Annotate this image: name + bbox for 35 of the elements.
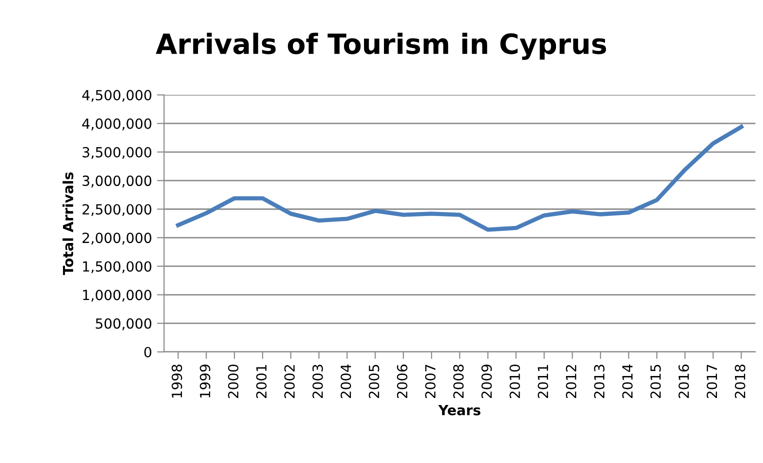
x-tick-label: 2007	[425, 364, 436, 398]
y-axis-title: Total Arrivals	[62, 172, 74, 276]
y-tick-label: 4,000,000	[82, 118, 152, 130]
x-tick-label: 2005	[368, 364, 380, 398]
y-tick-label: 3,500,000	[82, 146, 152, 159]
x-tick-label: 2015	[650, 364, 661, 398]
line-series	[176, 124, 744, 232]
x-tick-label: 2018	[734, 364, 746, 398]
y-tick-label: 2,500,000	[82, 204, 152, 216]
x-tick-label: 2016	[678, 364, 690, 398]
x-tick-label: 1998	[172, 364, 182, 398]
x-tick-label: 2002	[284, 365, 295, 398]
x-tick-label: 2004	[340, 364, 352, 398]
y-tick-label: 2,000,000	[82, 232, 152, 245]
x-tick-label: 2011	[538, 364, 548, 398]
chart-title: Arrivals of Tourism in Cyprus	[156, 32, 606, 60]
x-tick-label: 2006	[396, 364, 408, 398]
y-tick-label: 500,000	[96, 318, 152, 330]
y-tick-label: 0	[144, 346, 152, 358]
x-tick-label: 2013	[594, 364, 605, 398]
y-tick-label: 4,500,000	[82, 90, 152, 102]
y-tick-label: 1,500,000	[83, 261, 152, 274]
x-tick-label: 2017	[706, 364, 718, 398]
x-tick-label: 2009	[481, 364, 492, 398]
x-tick-label: 2010	[510, 364, 520, 398]
x-tick-label: 1999	[200, 364, 210, 398]
y-tick-label: 3,000,000	[82, 176, 152, 188]
y-tick-label: 1,000,000	[83, 290, 152, 302]
x-axis-title: Years	[438, 405, 480, 416]
x-tick-label: 2008	[453, 364, 464, 398]
x-tick-label: 2012	[566, 365, 576, 398]
x-tick-label: 2001	[256, 364, 267, 398]
x-tick-label: 2003	[312, 364, 323, 398]
x-tick-label: 2000	[228, 364, 238, 398]
x-tick-label: 2014	[622, 364, 633, 398]
